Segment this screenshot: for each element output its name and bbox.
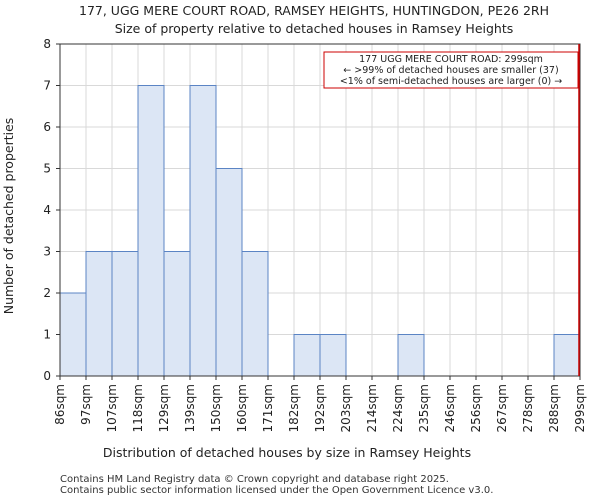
- footer-line-1: Contains HM Land Registry data © Crown c…: [60, 474, 449, 485]
- bar-288sqm: [553, 334, 581, 377]
- y-axis-label: Number of detached properties: [1, 118, 16, 315]
- axes: 0 1 2 3 4 5 6 7 8 86sqm 97sqm 107sqm 118sqm 129sqm 139…: [43, 37, 587, 432]
- y-tick-label: 7: [43, 79, 51, 93]
- bar-129sqm: [163, 251, 191, 377]
- x-tick-label-288sqm: 288sqm: [547, 384, 561, 432]
- bar-192sqm: [319, 334, 347, 377]
- bar-107sqm: [111, 251, 139, 377]
- x-tick-label-129sqm: 129sqm: [157, 384, 171, 432]
- x-tick-label-160sqm: 160sqm: [235, 384, 249, 432]
- x-tick-label-224sqm: 224sqm: [391, 384, 405, 432]
- x-tick-label-256sqm: 256sqm: [469, 384, 483, 432]
- x-tick-label-278sqm: 278sqm: [521, 384, 535, 432]
- x-axis-label: Distribution of detached houses by size …: [103, 445, 471, 460]
- x-tick-label-203sqm: 203sqm: [339, 384, 353, 432]
- bar-150sqm: [215, 168, 243, 377]
- x-tick-label-192sqm: 192sqm: [313, 384, 327, 432]
- bar-224sqm: [397, 334, 425, 377]
- annotation-box: [323, 51, 579, 89]
- y-tick-label: 1: [43, 328, 51, 342]
- y-tick-label: 2: [43, 286, 51, 300]
- annotation-line-1: 177 UGG MERE COURT ROAD: 299sqm: [359, 54, 543, 65]
- y-tick-label: 0: [43, 369, 51, 383]
- x-tick-label-150sqm: 150sqm: [209, 384, 223, 432]
- x-tick-label-86sqm: 86sqm: [53, 384, 67, 425]
- x-tick-label-299sqm: 299sqm: [573, 384, 587, 432]
- x-tick-label-246sqm: 246sqm: [443, 384, 457, 432]
- x-tick-label-139sqm: 139sqm: [183, 384, 197, 432]
- bar-118sqm: [137, 85, 165, 377]
- bar-97sqm: [85, 251, 113, 377]
- x-tick-label-235sqm: 235sqm: [417, 384, 431, 432]
- bar-182sqm: [293, 334, 321, 377]
- y-tick-label: 3: [43, 245, 51, 259]
- bar-139sqm: [189, 85, 217, 377]
- annotation-line-2: ← >99% of detached houses are smaller (3…: [343, 65, 558, 76]
- x-tick-label-118sqm: 118sqm: [131, 384, 145, 432]
- bar-86sqm: [59, 292, 87, 377]
- bar-160sqm: [241, 251, 269, 377]
- x-tick-label-267sqm: 267sqm: [495, 384, 509, 432]
- annotation: 177 UGG MERE COURT ROAD: 299sqm ← >99% o…: [323, 51, 579, 89]
- chart-title: 177, UGG MERE COURT ROAD, RAMSEY HEIGHTS…: [79, 3, 549, 18]
- annotation-line-3: <1% of semi-detached houses are larger (…: [340, 76, 562, 87]
- y-tick-label: 4: [43, 203, 51, 217]
- x-tick-label-182sqm: 182sqm: [287, 384, 301, 432]
- x-tick-label-171sqm: 171sqm: [261, 384, 275, 432]
- x-tick-label-97sqm: 97sqm: [79, 384, 93, 425]
- chart-subtitle: Size of property relative to detached ho…: [115, 21, 514, 36]
- x-tick-label-214sqm: 214sqm: [365, 384, 379, 432]
- y-tick-label: 5: [43, 162, 51, 176]
- x-tick-label-107sqm: 107sqm: [105, 384, 119, 432]
- y-tick-label: 8: [43, 37, 51, 51]
- y-tick-label: 6: [43, 120, 51, 134]
- footer-line-2: Contains public sector information licen…: [60, 485, 494, 496]
